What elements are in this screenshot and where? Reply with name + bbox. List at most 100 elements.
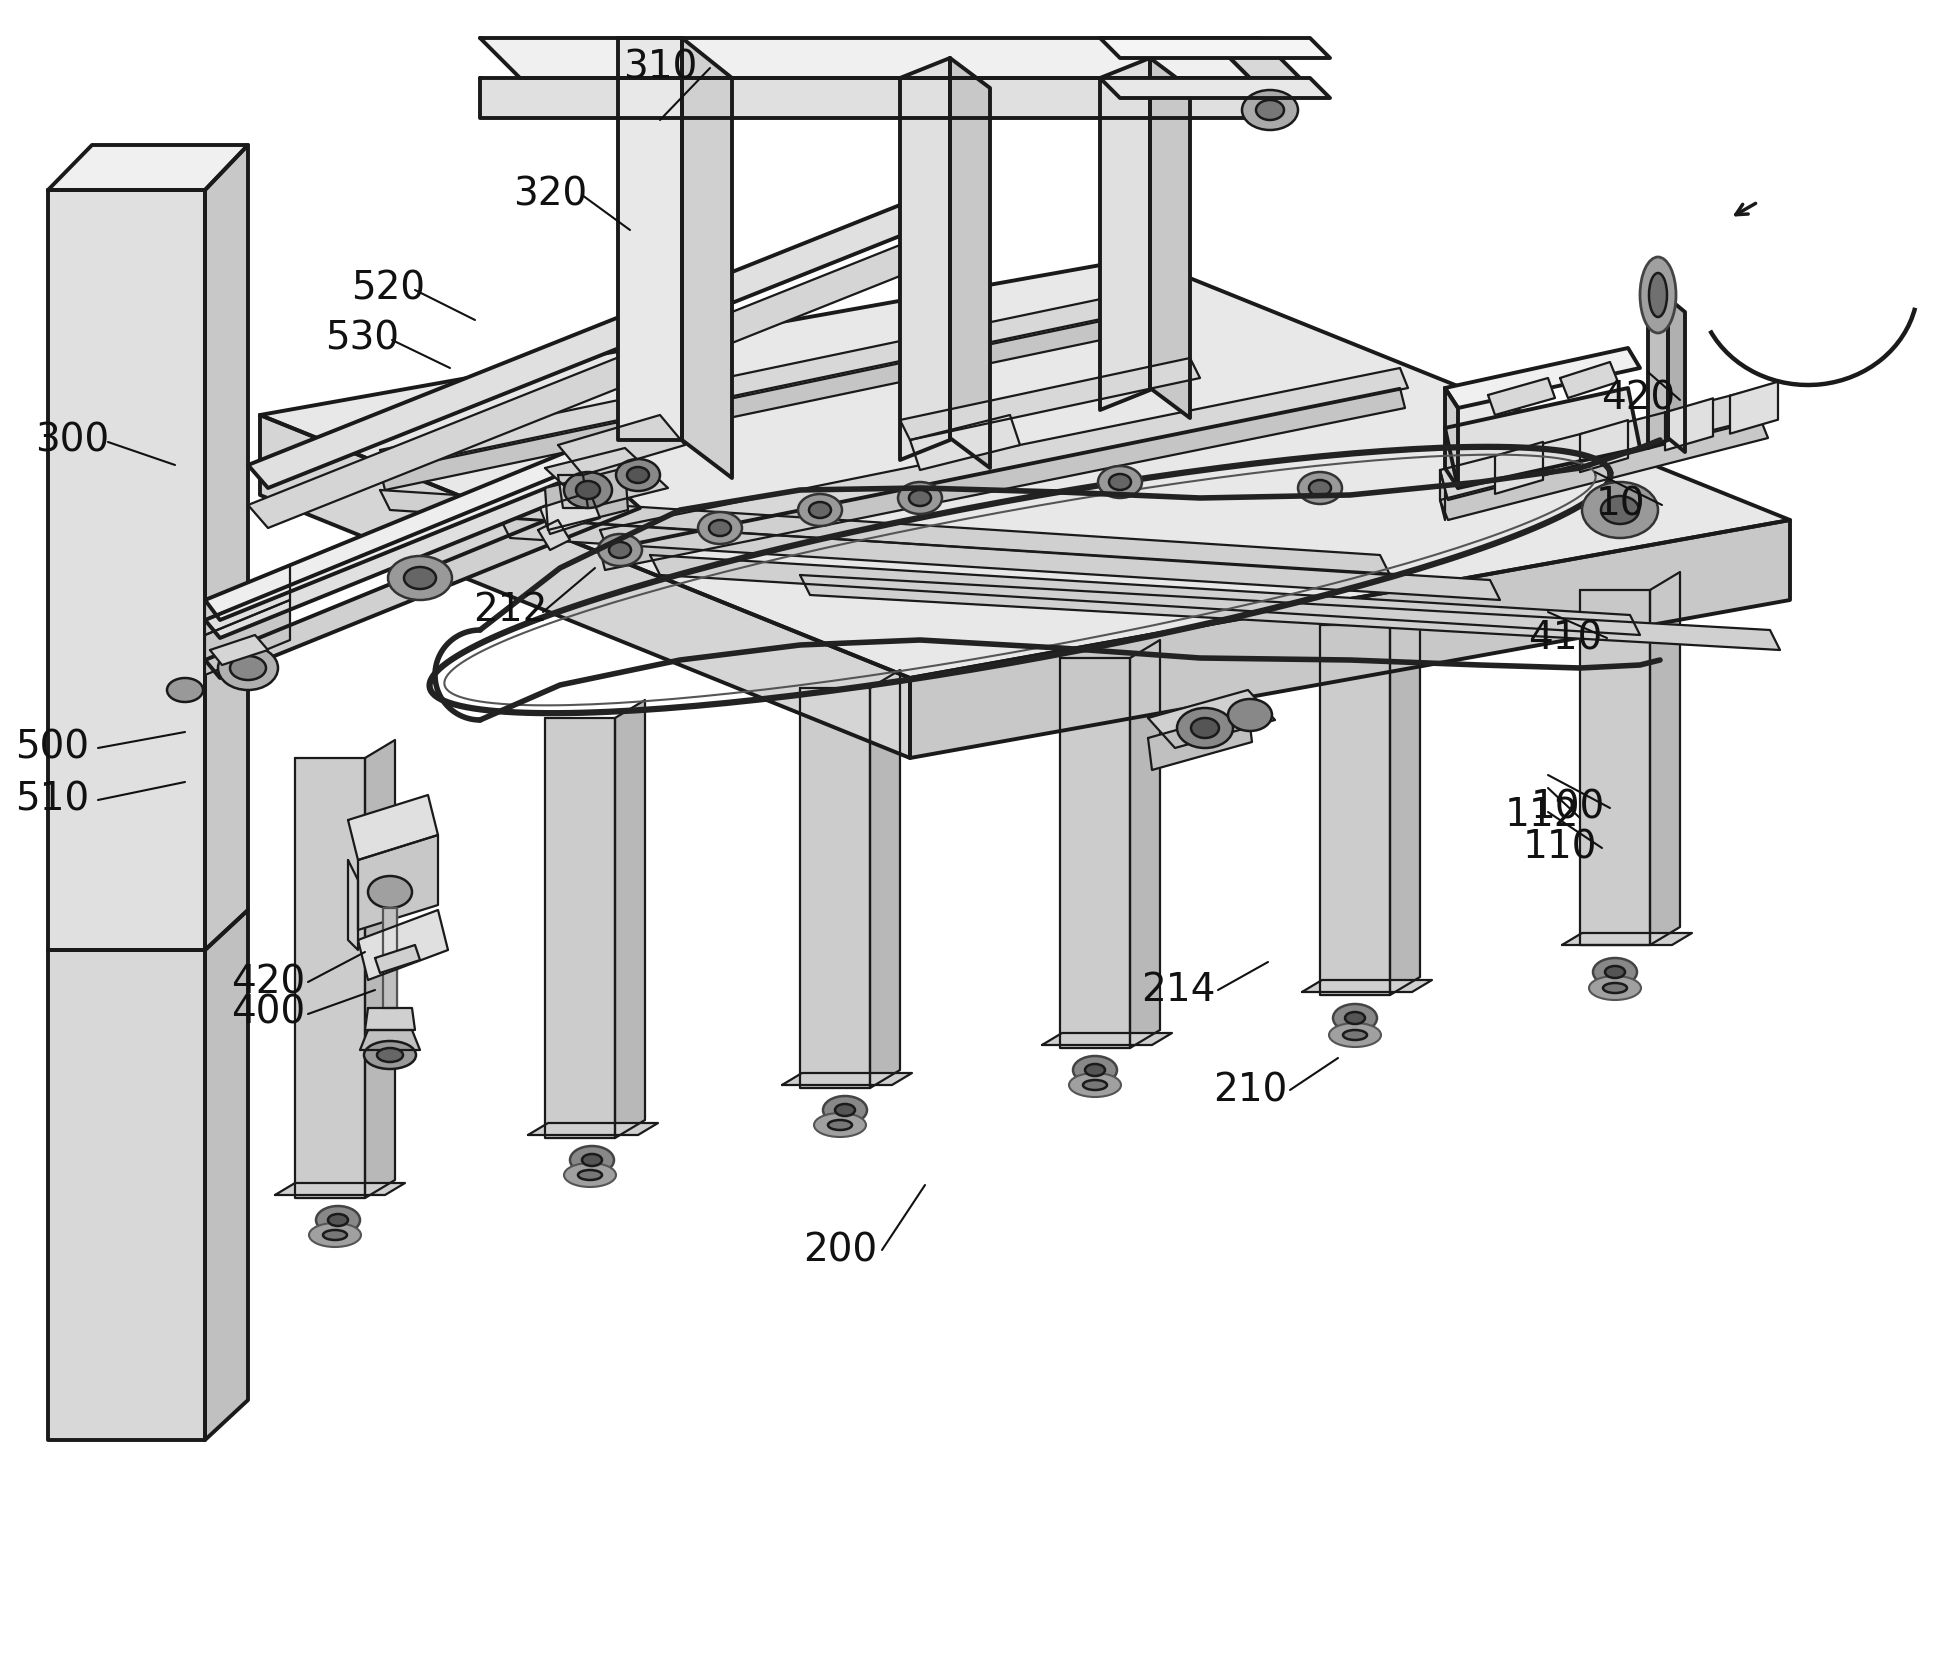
Polygon shape (1563, 933, 1692, 945)
Ellipse shape (1342, 1030, 1368, 1040)
Ellipse shape (404, 567, 435, 589)
Text: 420: 420 (230, 963, 304, 1001)
Text: 410: 410 (1528, 619, 1602, 658)
Polygon shape (909, 416, 1020, 471)
Polygon shape (1440, 417, 1768, 521)
Ellipse shape (365, 1041, 416, 1070)
Polygon shape (800, 688, 870, 1088)
Ellipse shape (810, 502, 831, 517)
Polygon shape (1580, 421, 1627, 472)
Ellipse shape (1604, 983, 1627, 993)
Polygon shape (1042, 1033, 1173, 1045)
Polygon shape (1494, 442, 1543, 494)
Polygon shape (1210, 38, 1299, 78)
Ellipse shape (324, 1230, 347, 1240)
Ellipse shape (316, 1207, 361, 1233)
Polygon shape (480, 38, 1251, 78)
Text: 420: 420 (1602, 379, 1676, 417)
Ellipse shape (1602, 496, 1639, 524)
Polygon shape (558, 416, 685, 476)
Polygon shape (615, 699, 646, 1138)
Polygon shape (365, 1008, 416, 1030)
Polygon shape (544, 718, 615, 1138)
Ellipse shape (1243, 90, 1297, 130)
Ellipse shape (1190, 718, 1219, 738)
Polygon shape (650, 556, 1641, 634)
Polygon shape (1059, 658, 1130, 1048)
Polygon shape (365, 739, 394, 1198)
Ellipse shape (230, 656, 265, 679)
Polygon shape (205, 566, 291, 634)
Polygon shape (1668, 299, 1686, 452)
Ellipse shape (798, 494, 843, 526)
Polygon shape (1489, 377, 1555, 416)
Text: 530: 530 (326, 319, 400, 357)
Ellipse shape (814, 1113, 866, 1137)
Ellipse shape (1649, 274, 1666, 317)
Polygon shape (782, 1073, 911, 1085)
Ellipse shape (897, 482, 942, 514)
Text: 200: 200 (804, 1232, 878, 1268)
Ellipse shape (576, 481, 601, 499)
Ellipse shape (1582, 482, 1658, 537)
Ellipse shape (577, 1170, 603, 1180)
Polygon shape (1731, 382, 1777, 434)
Polygon shape (899, 58, 950, 461)
Ellipse shape (219, 646, 277, 689)
Text: 210: 210 (1214, 1071, 1288, 1108)
Ellipse shape (1256, 100, 1284, 120)
Ellipse shape (1108, 474, 1132, 491)
Text: 10: 10 (1596, 486, 1645, 524)
Ellipse shape (708, 521, 732, 536)
Polygon shape (870, 669, 899, 1088)
Polygon shape (601, 387, 1405, 571)
Text: 100: 100 (1532, 789, 1606, 828)
Polygon shape (49, 145, 248, 190)
Ellipse shape (698, 512, 741, 544)
Polygon shape (347, 794, 439, 860)
Ellipse shape (1594, 958, 1637, 986)
Ellipse shape (1309, 481, 1331, 496)
Polygon shape (275, 1183, 406, 1195)
Text: 520: 520 (351, 269, 425, 307)
Ellipse shape (1227, 699, 1272, 731)
Polygon shape (1149, 58, 1190, 417)
Polygon shape (1446, 387, 1641, 487)
Ellipse shape (308, 1223, 361, 1247)
Ellipse shape (564, 1163, 617, 1187)
Polygon shape (1130, 639, 1161, 1048)
Text: 214: 214 (1141, 971, 1215, 1010)
Polygon shape (1389, 608, 1420, 995)
Polygon shape (950, 58, 989, 467)
Ellipse shape (377, 1048, 404, 1061)
Polygon shape (248, 205, 921, 487)
Polygon shape (538, 521, 570, 551)
Ellipse shape (1069, 1073, 1122, 1097)
Ellipse shape (1297, 472, 1342, 504)
Polygon shape (1440, 471, 1446, 521)
Polygon shape (380, 295, 1130, 471)
Ellipse shape (617, 459, 659, 491)
Polygon shape (1301, 980, 1432, 991)
Ellipse shape (609, 542, 630, 557)
Polygon shape (380, 491, 1389, 576)
Ellipse shape (168, 678, 203, 703)
Text: 310: 310 (622, 48, 697, 87)
Polygon shape (259, 259, 1789, 678)
Polygon shape (1147, 709, 1253, 769)
Polygon shape (211, 634, 267, 664)
Ellipse shape (909, 491, 931, 506)
Polygon shape (375, 945, 419, 973)
Polygon shape (540, 492, 601, 534)
Polygon shape (205, 491, 640, 678)
Ellipse shape (388, 556, 453, 599)
Polygon shape (248, 245, 921, 527)
Polygon shape (347, 860, 357, 950)
Ellipse shape (564, 472, 613, 507)
Polygon shape (1100, 58, 1149, 411)
Text: 300: 300 (35, 421, 109, 459)
Ellipse shape (570, 1147, 615, 1173)
Ellipse shape (835, 1103, 855, 1117)
Ellipse shape (827, 1120, 853, 1130)
Text: 112: 112 (1504, 796, 1578, 834)
